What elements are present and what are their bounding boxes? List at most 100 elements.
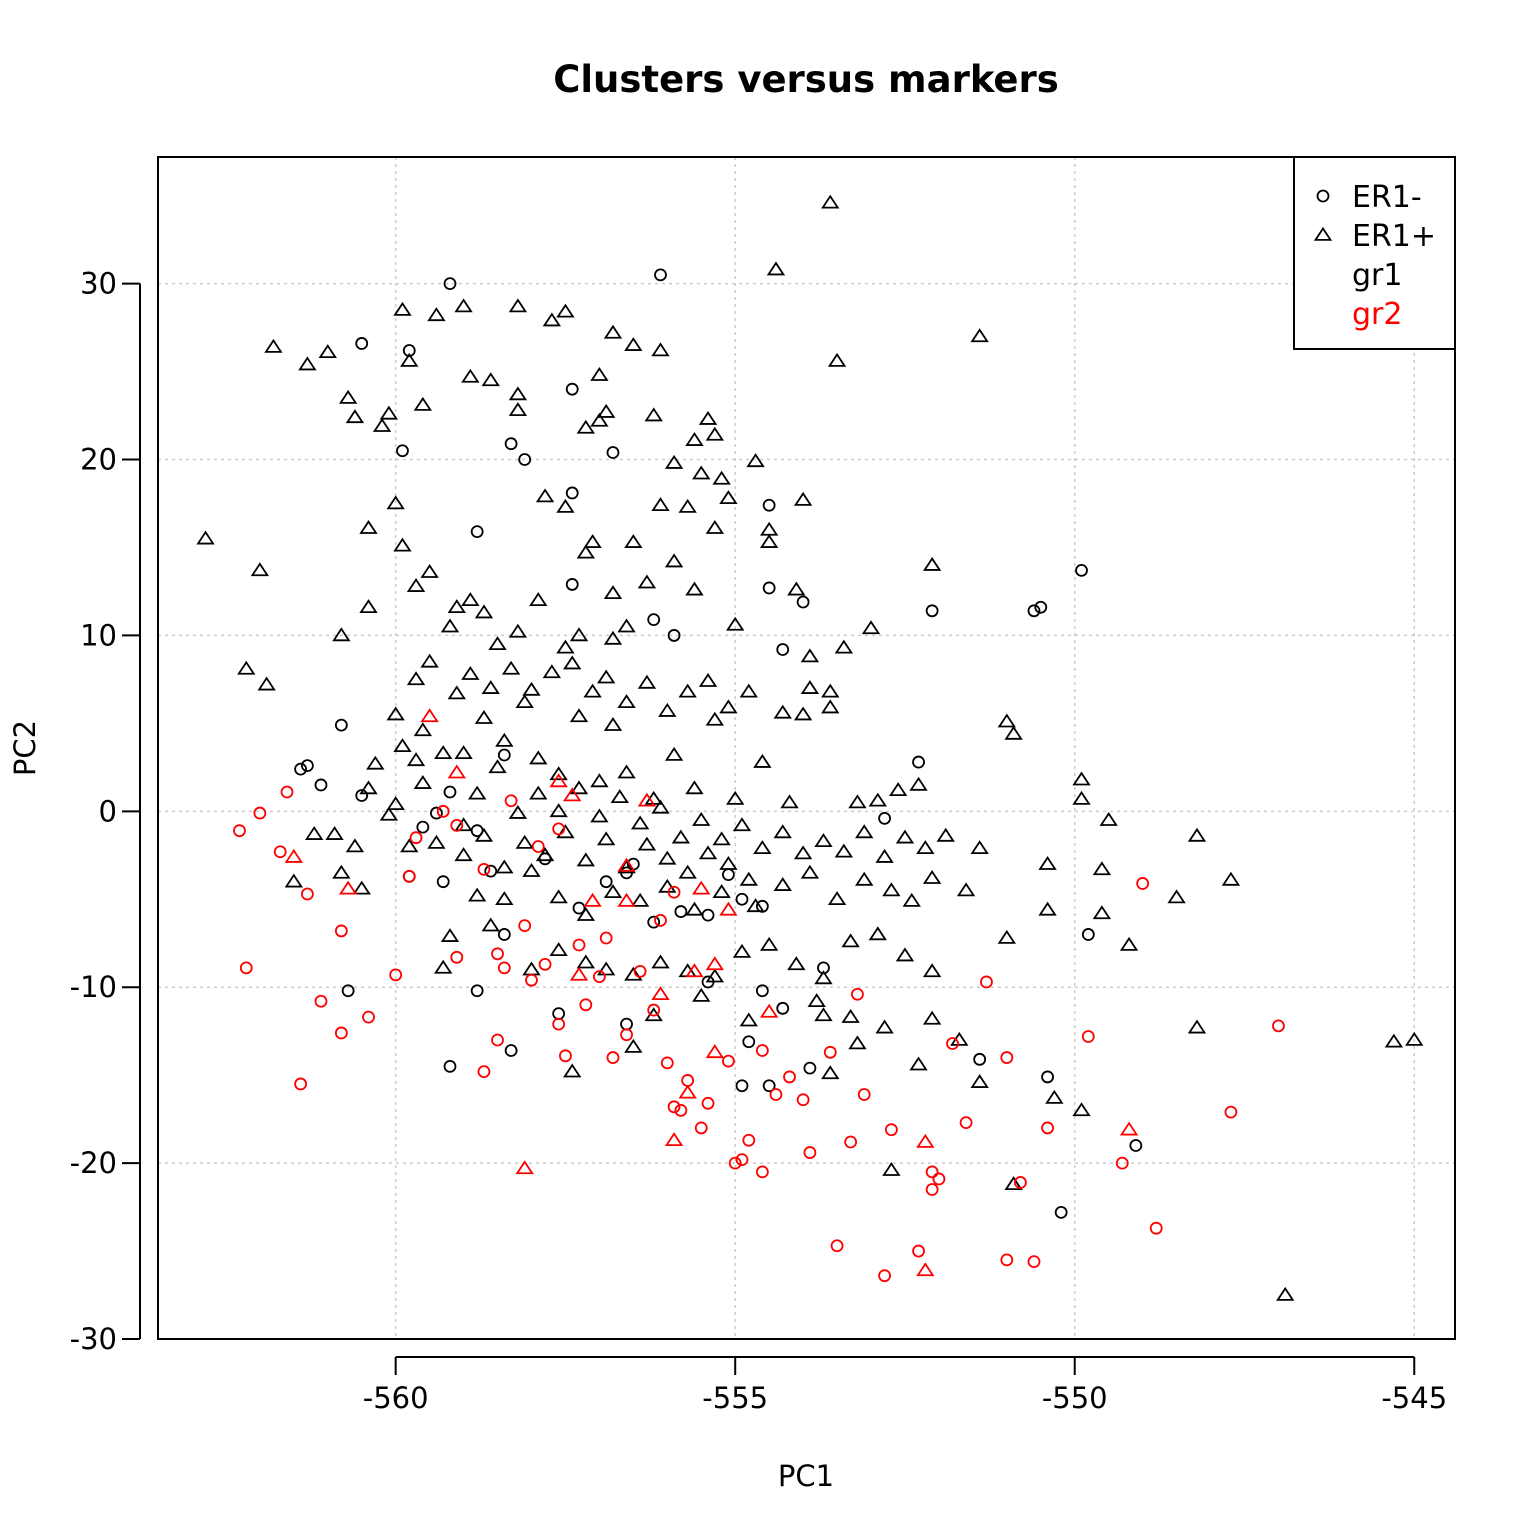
data-point-triangle	[698, 410, 718, 425]
data-point-triangle	[834, 639, 854, 654]
x-axis: -560 -555 -550 -545	[363, 1356, 1447, 1415]
data-point-circle	[470, 984, 484, 998]
data-point-triangle	[393, 738, 412, 753]
data-point-circle	[402, 870, 416, 883]
data-point-triangle	[257, 676, 276, 691]
data-point-triangle	[759, 936, 779, 951]
data-point-triangle	[807, 993, 826, 1008]
data-point-circle	[491, 1033, 504, 1047]
data-point-triangle	[474, 604, 494, 619]
data-point-triangle	[997, 929, 1016, 944]
data-point-circle	[654, 268, 667, 282]
data-point-triangle	[563, 1063, 582, 1078]
data-point-triangle	[922, 556, 942, 571]
data-point-triangle	[855, 824, 874, 839]
data-point-circle	[946, 1037, 959, 1050]
data-point-triangle	[651, 986, 670, 1001]
data-point-circle	[470, 525, 484, 539]
data-point-circle	[735, 892, 749, 906]
data-point-triangle	[440, 618, 460, 633]
data-point-triangle	[793, 491, 813, 506]
data-point-triangle	[651, 497, 670, 512]
data-point-triangle	[712, 831, 731, 846]
data-point-circle	[525, 973, 538, 987]
data-point-triangle	[705, 956, 724, 971]
data-point-triangle	[1119, 1121, 1139, 1136]
data-point-triangle	[793, 706, 813, 721]
data-point-triangle	[413, 722, 433, 737]
data-point-triangle	[848, 794, 867, 809]
x-axis-label: PC1	[778, 1459, 834, 1493]
data-point-circle	[681, 1074, 695, 1087]
data-point-triangle	[685, 581, 704, 596]
legend-triangle-symbol	[1313, 226, 1333, 241]
data-point-triangle	[332, 864, 351, 879]
data-point-triangle	[970, 840, 989, 855]
data-point-circle	[925, 1183, 939, 1196]
data-point-triangle	[522, 961, 541, 976]
data-point-triangle	[902, 892, 921, 907]
data-point-triangle	[692, 880, 711, 895]
data-point-circle	[762, 498, 776, 512]
y-axis: -30 -20 -10 0 10 20 30	[70, 267, 141, 1356]
data-point-triangle	[922, 1010, 942, 1025]
data-point-circle	[294, 762, 308, 776]
data-point-triangle	[726, 790, 745, 805]
legend-label: ER1-	[1352, 180, 1422, 215]
data-point-triangle	[603, 585, 623, 599]
data-point-triangle	[834, 843, 854, 858]
data-point-triangle	[508, 386, 528, 401]
data-point-triangle	[495, 891, 514, 906]
data-point-triangle	[848, 1035, 867, 1050]
data-point-circle	[565, 486, 579, 500]
data-point-circle	[674, 1103, 688, 1117]
data-point-circle	[803, 1146, 817, 1159]
data-point-circle	[647, 1003, 661, 1017]
data-point-triangle	[630, 815, 650, 830]
data-point-triangle	[393, 301, 412, 316]
data-point-circle	[294, 1077, 308, 1091]
data-point-triangle	[658, 878, 677, 893]
data-point-triangle	[535, 847, 555, 862]
data-point-triangle	[345, 409, 365, 424]
data-point-triangle	[814, 1007, 833, 1022]
data-point-circle	[314, 994, 328, 1008]
data-point-triangle	[264, 338, 283, 353]
data-point-triangle	[569, 780, 589, 795]
data-point-triangle	[338, 880, 358, 895]
x-tick-label: -560	[363, 1381, 429, 1415]
data-point-triangle	[420, 563, 439, 578]
data-point-triangle	[1187, 1019, 1207, 1034]
data-point-triangle	[970, 1074, 989, 1088]
data-point-triangle	[909, 776, 928, 791]
data-point-triangle	[603, 324, 623, 339]
data-point-triangle	[868, 926, 887, 941]
data-point-triangle	[556, 498, 575, 513]
data-point-circle	[980, 975, 993, 989]
data-point-circle	[565, 578, 579, 591]
data-point-circle	[755, 1044, 769, 1057]
data-point-circle	[552, 1007, 566, 1020]
data-point-triangle	[590, 366, 609, 381]
data-point-triangle	[488, 759, 507, 774]
data-point-circle	[1075, 563, 1088, 577]
data-point-circle	[396, 444, 409, 458]
data-point-circle	[722, 868, 735, 882]
data-point-triangle	[563, 655, 582, 670]
data-point-triangle	[427, 834, 446, 849]
data-point-triangle	[569, 966, 589, 981]
data-point-triangle	[678, 1084, 697, 1099]
data-point-triangle	[746, 898, 765, 913]
plot-frame	[157, 156, 1456, 1340]
chart-title: Clusters versus markers	[553, 58, 1059, 101]
data-point-triangle	[658, 850, 677, 865]
data-point-triangle	[549, 766, 568, 781]
data-point-triangle	[1092, 861, 1112, 876]
data-point-triangle	[467, 887, 487, 902]
data-point-triangle	[481, 680, 500, 694]
data-point-triangle	[922, 963, 942, 978]
data-point-triangle	[1038, 855, 1057, 870]
data-point-triangle	[773, 824, 792, 839]
